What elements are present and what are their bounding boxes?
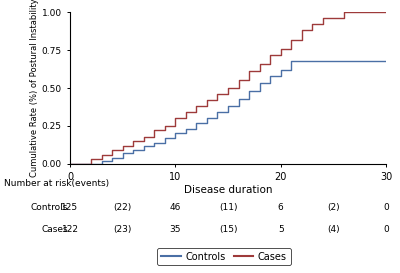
Text: (23): (23) <box>114 225 132 234</box>
Text: Controls: Controls <box>31 203 68 212</box>
Text: 0: 0 <box>383 203 389 212</box>
Text: (4): (4) <box>327 225 340 234</box>
Text: 35: 35 <box>170 225 181 234</box>
Text: Number at risk(events): Number at risk(events) <box>4 179 109 188</box>
X-axis label: Disease duration: Disease duration <box>184 185 272 195</box>
Text: (15): (15) <box>219 225 237 234</box>
Text: 0: 0 <box>383 225 389 234</box>
Text: 5: 5 <box>278 225 284 234</box>
Text: Cases: Cases <box>41 225 68 234</box>
Legend: Controls, Cases: Controls, Cases <box>157 248 291 265</box>
Y-axis label: Cumulative Rate (%) of Postural Instability: Cumulative Rate (%) of Postural Instabil… <box>30 0 39 177</box>
Text: 122: 122 <box>62 225 78 234</box>
Text: (11): (11) <box>219 203 237 212</box>
Text: (22): (22) <box>114 203 132 212</box>
Text: 125: 125 <box>62 203 78 212</box>
Text: 6: 6 <box>278 203 284 212</box>
Text: (2): (2) <box>327 203 340 212</box>
Text: 46: 46 <box>170 203 181 212</box>
